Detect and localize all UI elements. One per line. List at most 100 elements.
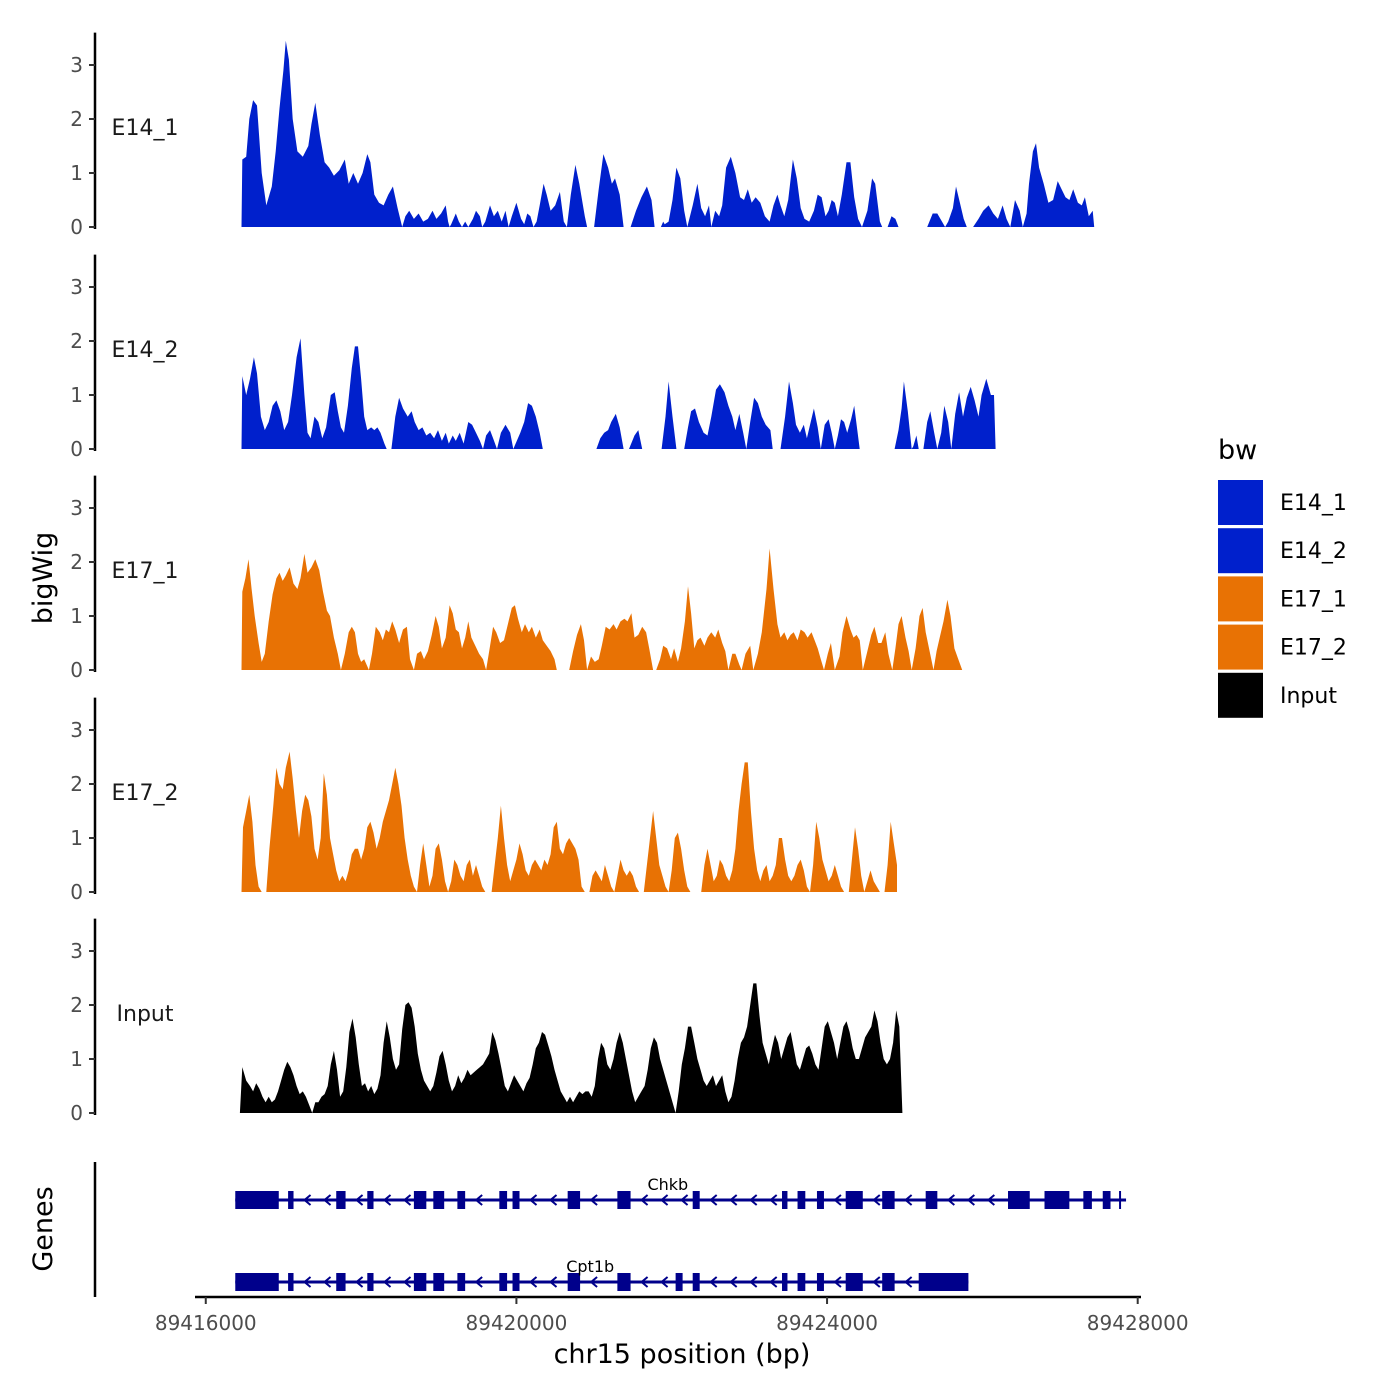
exon [235, 1191, 279, 1209]
strand-arrow [660, 1276, 669, 1288]
track-e14-2: 0 1 2 3 E14_2 [70, 254, 996, 461]
strand-arrow [833, 1276, 842, 1288]
strand-arrow [709, 1276, 718, 1288]
legend: bw E14_1 E14_2 E17_1 E17_2 Input [1218, 435, 1347, 718]
y-tick-label: 0 [70, 880, 83, 904]
exon [336, 1273, 346, 1291]
legend-item: Input [1218, 672, 1337, 718]
exon [288, 1273, 294, 1291]
track-label: Input [117, 1002, 174, 1027]
exon [617, 1273, 631, 1291]
track-input: 0 1 2 3 Input [70, 918, 903, 1125]
exon [457, 1273, 466, 1291]
y-tick-label: 0 [70, 1101, 83, 1125]
strand-arrow [680, 1194, 689, 1206]
legend-swatch [1218, 480, 1263, 525]
legend-item: E17_1 [1218, 576, 1347, 622]
exon [367, 1191, 374, 1209]
strand-arrow [769, 1276, 778, 1288]
y-tick-label: 1 [70, 383, 83, 407]
strand-arrow [589, 1194, 598, 1206]
y-tick-label: 2 [70, 772, 83, 796]
exon [413, 1191, 427, 1209]
strand-arrow [729, 1194, 738, 1206]
gene-cpt1b: Cpt1b [235, 1257, 969, 1291]
track-label: E14_2 [112, 338, 179, 363]
strand-arrow [946, 1194, 955, 1206]
exon [782, 1191, 788, 1209]
exon [288, 1191, 294, 1209]
exon [845, 1273, 863, 1291]
strand-arrow [986, 1194, 995, 1206]
legend-item: E14_1 [1218, 480, 1347, 525]
coverage-area-e17-1 [241, 548, 963, 670]
legend-swatch [1218, 672, 1263, 718]
gene-annotation-track: Chkb Cpt1b [93, 1162, 1127, 1297]
exon [567, 1273, 581, 1291]
legend-label: E17_1 [1280, 587, 1347, 612]
exon [925, 1191, 938, 1209]
y-tick-label: 3 [70, 496, 83, 520]
strand-arrow [474, 1276, 483, 1288]
exon [235, 1273, 279, 1291]
strand-arrow [548, 1276, 558, 1288]
coverage-tracks: 0 1 2 3 E14_1 0 1 2 3 E14_2 0 1 2 3 E17_1 0 1 2 3 E17_2 0 1 2 3… [70, 32, 1095, 1125]
exon [845, 1191, 863, 1209]
y-tick-label: 0 [70, 215, 83, 239]
legend-label: E14_1 [1280, 491, 1347, 516]
strand-arrow [354, 1276, 364, 1288]
strand-arrow [474, 1194, 483, 1206]
exon [367, 1273, 374, 1291]
exon [499, 1191, 508, 1209]
track-label: E17_2 [112, 781, 179, 806]
y-tick-label: 2 [70, 107, 83, 131]
track-e14-1: 0 1 2 3 E14_1 [70, 32, 1095, 239]
strand-arrow [402, 1276, 412, 1288]
strand-arrow [322, 1194, 332, 1206]
legend-swatch [1218, 528, 1263, 574]
y-axis-title: bigWig [28, 532, 59, 625]
y-tick-label: 2 [70, 329, 83, 353]
exon [816, 1191, 824, 1209]
exon [433, 1191, 445, 1209]
legend-label: Input [1280, 684, 1337, 709]
exon [692, 1191, 700, 1209]
exon [675, 1273, 683, 1291]
track-e17-1: 0 1 2 3 E17_1 [70, 475, 963, 682]
track-label: E17_1 [112, 559, 179, 584]
strand-arrow [749, 1276, 758, 1288]
y-tick-label: 0 [70, 437, 83, 461]
exon [413, 1273, 427, 1291]
strand-arrow [966, 1194, 975, 1206]
exon [882, 1191, 895, 1209]
strand-arrow [382, 1194, 392, 1206]
strand-arrow [749, 1194, 758, 1206]
strand-arrow [872, 1276, 881, 1288]
exon [882, 1273, 895, 1291]
gene-chkb: Chkb [235, 1175, 1127, 1209]
x-tick-label: 89420000 [466, 1311, 568, 1335]
y-tick-label: 3 [70, 939, 83, 963]
legend-label: E14_2 [1280, 539, 1347, 564]
x-tick-label: 89416000 [155, 1311, 257, 1335]
strand-arrow [904, 1276, 913, 1288]
strand-arrow [302, 1194, 312, 1206]
exon [499, 1273, 508, 1291]
y-tick-label: 1 [70, 161, 83, 185]
strand-arrow [354, 1194, 364, 1206]
exon [457, 1191, 466, 1209]
strand-arrow [833, 1194, 842, 1206]
x-axis: 89416000 89420000 89424000 89428000 [155, 1295, 1189, 1335]
exon [816, 1273, 824, 1291]
y-tick-label: 2 [70, 993, 83, 1017]
legend-label: E17_2 [1280, 636, 1347, 661]
exon [797, 1191, 806, 1209]
strand-arrow [382, 1276, 392, 1288]
strand-arrow [769, 1194, 778, 1206]
y-tick-label: 3 [70, 53, 83, 77]
exon [1083, 1191, 1092, 1209]
y-tick-label: 0 [70, 658, 83, 682]
x-tick-label: 89424000 [776, 1311, 878, 1335]
coverage-area-input [239, 983, 903, 1113]
